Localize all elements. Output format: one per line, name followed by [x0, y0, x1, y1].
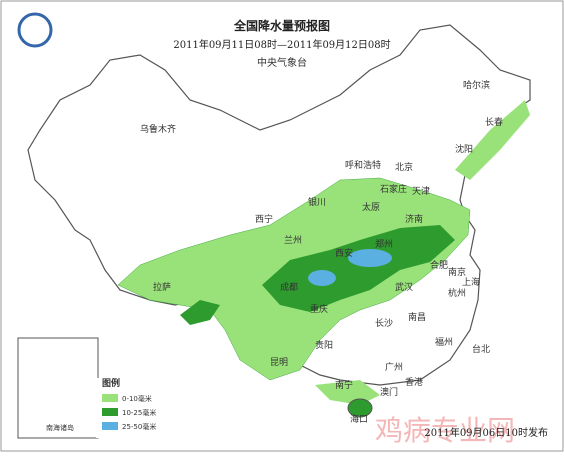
rain-10-25: [180, 300, 220, 325]
city: 重庆: [310, 303, 328, 315]
city: 乌鲁木齐: [140, 123, 176, 135]
legend-label: 25-50毫米: [122, 422, 156, 431]
city: 澳门: [380, 386, 398, 398]
city: 成都: [280, 281, 298, 293]
rain-25-50: [308, 270, 336, 286]
city: 哈尔滨: [463, 79, 490, 91]
city: 石家庄: [380, 183, 407, 195]
issuer: 中央气象台: [257, 56, 307, 69]
title: 全国降水量预报图: [233, 18, 330, 33]
city: 昆明: [270, 357, 288, 368]
legend-label: 10-25毫米: [122, 408, 156, 417]
rain-0-10: [455, 100, 530, 180]
rain-10-25: [262, 225, 455, 312]
city: 合肥: [430, 259, 448, 271]
legend-swatch: [102, 422, 118, 430]
hainan: [347, 398, 373, 418]
city: 呼和浩特: [345, 159, 381, 171]
city: 武汉: [395, 281, 413, 293]
city: 香港: [405, 376, 423, 388]
city: 长春: [485, 116, 503, 128]
inset-box: [17, 337, 99, 439]
rain-0-10: [315, 380, 380, 405]
logo: [17, 12, 53, 48]
legend-swatch: [102, 394, 118, 402]
city: 济南: [405, 213, 423, 225]
city: 杭州: [448, 287, 466, 299]
city: 广州: [385, 361, 403, 373]
city: 海口: [350, 413, 368, 425]
period: 2011年09月11日08时—2011年09月12日08时: [173, 38, 390, 51]
city: 南昌: [408, 311, 426, 323]
city: 西宁: [255, 213, 273, 225]
city: 南京: [448, 266, 466, 278]
watermark: 鸡病专业网: [375, 414, 515, 447]
city: 北京: [395, 161, 413, 173]
city: 兰州: [284, 234, 302, 246]
city: 太原: [362, 201, 380, 213]
city: 沈阳: [455, 143, 473, 155]
city: 银川: [308, 196, 326, 208]
city: 长沙: [375, 317, 393, 329]
legend-label: 0-10毫米: [122, 394, 152, 403]
city: 贵阳: [315, 339, 333, 351]
legend-title: 图例: [102, 377, 120, 389]
published: 2011年09月06日10时发布: [424, 426, 548, 439]
city: 上海: [462, 276, 480, 288]
city: 南宁: [335, 379, 353, 391]
city: 台北: [472, 343, 490, 355]
city: 西安: [335, 247, 353, 259]
city: 郑州: [375, 238, 393, 250]
city: 天津: [412, 186, 430, 197]
inset-label: 南海诸岛: [46, 423, 74, 432]
city-labels: 哈尔滨 长春 沈阳 乌鲁木齐 呼和浩特 北京 天津 石家庄 银川 太原 济南 西…: [140, 79, 503, 425]
rain-25-50: [348, 249, 392, 267]
city: 拉萨: [153, 281, 171, 293]
city: 福州: [435, 336, 453, 348]
legend-swatch: [102, 408, 118, 416]
